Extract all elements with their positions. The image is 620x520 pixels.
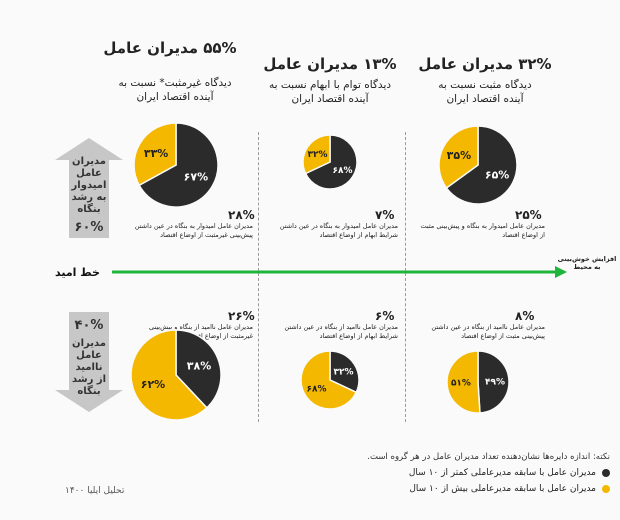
group-pct: ۲۸%	[228, 208, 255, 222]
pie-label-short-tenure: ۶۸%	[333, 166, 353, 176]
hopeful-label: مدیران عامل امیدوار به رشد بنگاه	[71, 156, 107, 215]
pie-slice-short-tenure	[175, 329, 222, 409]
pie-label-short-tenure: ۳۸%	[187, 360, 211, 373]
pie-slice-short-tenure	[445, 125, 518, 205]
legend-label: مدیران عامل با سابقه مدیرعاملی بیش از ۱۰…	[409, 484, 596, 494]
legend-item-short-tenure: مدیران عامل با سابقه مدیرعاملی کمتر از ۱…	[365, 468, 610, 478]
legend-swatch-yellow	[602, 485, 610, 493]
pie-label-long-tenure: ۶۲%	[141, 378, 165, 391]
pie-label-long-tenure: ۳۲%	[307, 150, 327, 160]
column-subtitle-positive: دیدگاه مثبت نسبت به آینده اقتصاد ایران	[438, 79, 532, 105]
pie-slice-long-tenure	[438, 125, 479, 189]
column-title-non-positive: ۵۵% مدیران عامل	[103, 39, 237, 57]
hopeless-pct: ۴۰%	[74, 318, 104, 333]
pie-label-long-tenure: ۳۳%	[144, 147, 168, 160]
group-pct: ۷%	[375, 208, 395, 222]
legend-item-long-tenure: مدیران عامل با سابقه مدیرعاملی بیش از ۱۰…	[365, 484, 610, 494]
pie-label-long-tenure: ۶۸%	[307, 385, 327, 395]
hopeless-arrow	[55, 312, 123, 412]
hope-line-arrow	[112, 266, 567, 278]
pie-slice-short-tenure	[304, 134, 358, 190]
pie-slice-long-tenure	[300, 350, 358, 410]
source-text: تحلیل ایلیا ۱۴۰۰	[65, 486, 125, 496]
group-pct: ۲۶%	[228, 309, 255, 323]
hopeful-arrow	[55, 138, 123, 238]
legend-label: مدیران عامل با سابقه مدیرعاملی کمتر از ۱…	[408, 468, 596, 478]
group-pct: ۶%	[375, 309, 395, 323]
group-desc: مدیران عامل ناامید از بنگاه در عین داشتن…	[284, 323, 398, 340]
pie-slice-long-tenure	[446, 350, 481, 414]
group-desc: مدیران عامل امیدوار به بنگاه در عین داشت…	[279, 222, 398, 239]
column-divider	[258, 132, 259, 422]
size-note: نکته: اندازه دایره‌ها نشان‌دهنده تعداد م…	[367, 452, 610, 462]
pie-label-short-tenure: ۶۷%	[184, 171, 208, 184]
group-desc: مدیران عامل ناامید از بنگاه در عین داشتن…	[431, 323, 545, 340]
pie-slice-short-tenure	[329, 350, 360, 394]
pie-slice-long-tenure	[130, 329, 208, 421]
group-desc: مدیران عامل امیدوار به بنگاه و پیش‌بینی …	[420, 222, 545, 239]
pie-slice-short-tenure	[477, 350, 510, 414]
column-subtitle-non-positive: دیدگاه غیرمثبت* نسبت به آینده اقتصاد ایر…	[118, 77, 232, 103]
column-subtitle-uncertain: دیدگاه توام با ابهام نسبت به آینده اقتصا…	[268, 79, 392, 105]
pie-slice-short-tenure	[138, 122, 219, 208]
pie-slice-long-tenure	[133, 122, 177, 187]
pie-label-short-tenure: ۳۲%	[333, 368, 353, 378]
pie-slice-long-tenure	[302, 134, 331, 175]
group-pct: ۸%	[515, 309, 535, 323]
column-title-uncertain: ۱۳% مدیران عامل	[263, 55, 397, 73]
pie-label-long-tenure: ۳۵%	[447, 149, 471, 162]
column-title-positive: ۳۲% مدیران عامل	[418, 55, 552, 73]
hope-line-end-label: افزایش خوش‌بینی به محیط	[557, 255, 617, 271]
pie-label-short-tenure: ۴۹%	[485, 378, 505, 388]
legend-swatch-dark	[602, 469, 610, 477]
group-desc: مدیران عامل ناامید از بنگاه و پیش‌بینی غ…	[148, 323, 253, 340]
hopeless-label: مدیران عامل ناامید از رشد بنگاه	[71, 338, 107, 397]
column-divider	[405, 132, 406, 422]
hopeful-pct: ۶۰%	[74, 220, 104, 235]
group-desc: مدیران عامل امیدوار به بنگاه در عین داشت…	[134, 222, 253, 239]
hope-line-label: خط امید	[55, 266, 100, 279]
pie-label-short-tenure: ۶۵%	[485, 169, 509, 182]
group-pct: ۲۵%	[515, 208, 542, 222]
pie-label-long-tenure: ۵۱%	[451, 379, 471, 389]
